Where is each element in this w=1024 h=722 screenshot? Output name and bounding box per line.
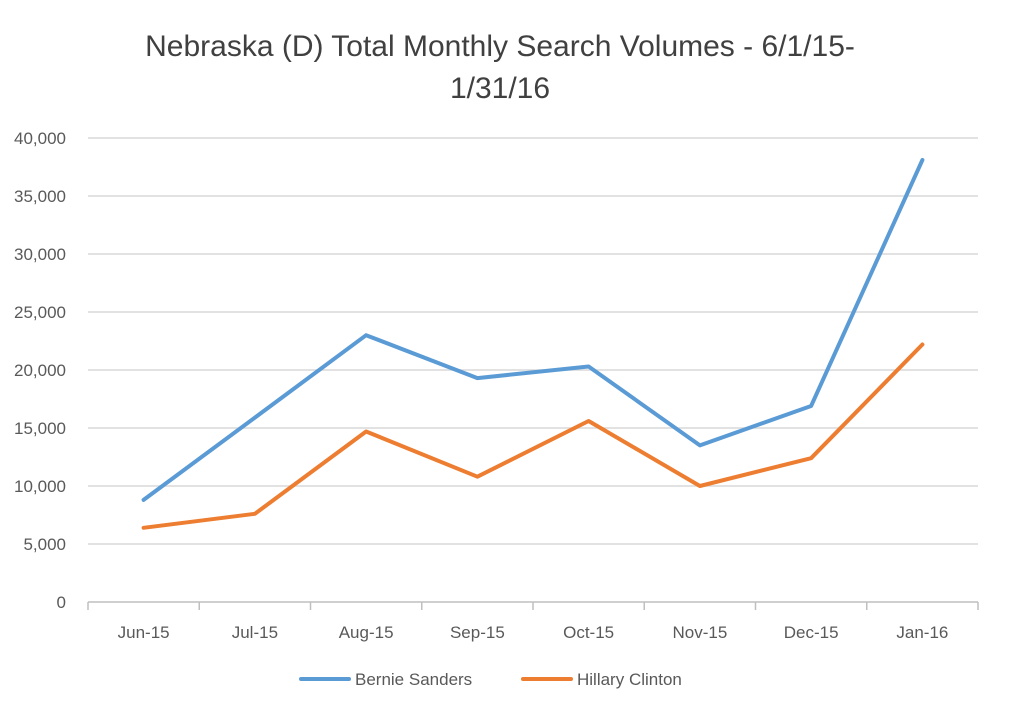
x-tick-label: Aug-15: [339, 623, 394, 642]
legend: Bernie Sanders Hillary Clinton: [299, 670, 682, 689]
y-tick-label: 5,000: [23, 535, 66, 554]
x-tick-label: Jul-15: [232, 623, 278, 642]
chart-title-line-1: Nebraska (D) Total Monthly Search Volume…: [145, 30, 855, 63]
y-tick-label: 40,000: [14, 129, 66, 148]
x-tick-label: Jan-16: [896, 623, 948, 642]
y-tick-label: 15,000: [14, 419, 66, 438]
legend-label: Hillary Clinton: [577, 670, 682, 689]
y-tick-label: 35,000: [14, 187, 66, 206]
y-tick-label: 10,000: [14, 477, 66, 496]
grid-layer: [88, 137, 978, 545]
x-tick-label: Oct-15: [563, 623, 614, 642]
series-line-1: [141, 158, 925, 502]
axis-layer: 0 5,000 10,000 15,000 20,000 25,000 30,000 35,0…: [14, 129, 979, 642]
x-tick-label: Nov-15: [672, 623, 727, 642]
y-tick-label: 25,000: [14, 303, 66, 322]
x-tick-label: Sep-15: [450, 623, 505, 642]
x-tick-label: Dec-15: [784, 623, 839, 642]
x-tick-label: Jun-15: [118, 623, 170, 642]
series-line-2: [141, 342, 925, 530]
chart-title-line-2: 1/31/16: [449, 72, 551, 105]
legend-label: Bernie Sanders: [355, 670, 472, 689]
series-layer: [141, 158, 925, 530]
y-tick-label: 30,000: [14, 245, 66, 264]
y-tick-label: 20,000: [14, 361, 66, 380]
y-tick-label: 0: [57, 593, 66, 612]
